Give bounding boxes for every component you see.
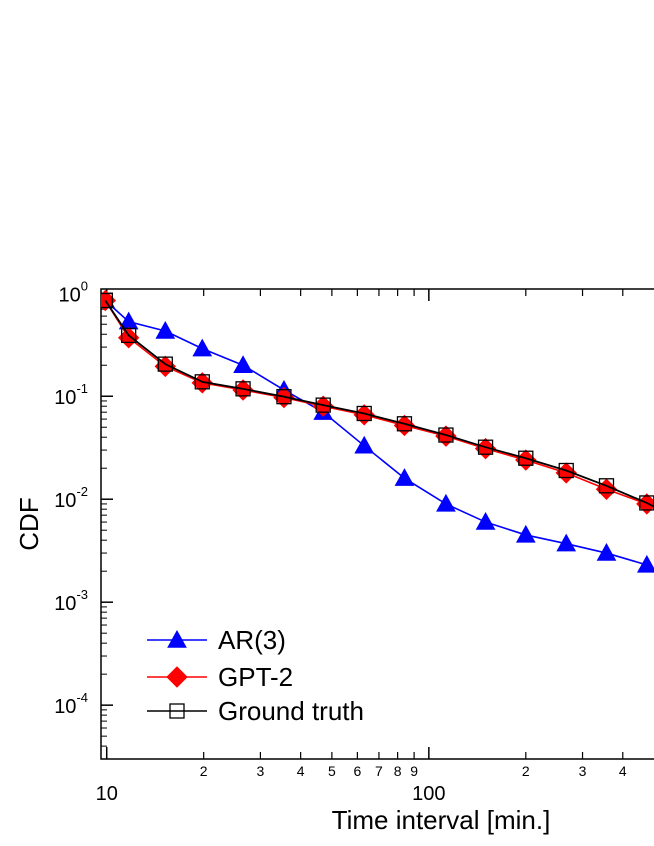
x-minor-tick-label: 6	[353, 763, 361, 779]
y-tick-exponent: -4	[76, 690, 88, 705]
series-line	[104, 299, 654, 571]
x-minor-tick-label: 2	[522, 763, 530, 779]
data-point	[354, 435, 375, 454]
y-tick-label: 10-1	[54, 381, 88, 409]
data-point	[194, 374, 210, 390]
data-point	[475, 512, 496, 530]
x-minor-tick-label: 9	[410, 763, 418, 779]
x-minor-tick-label: 3	[579, 763, 587, 779]
x-minor-tick-label: 2	[200, 763, 208, 779]
data-point	[396, 416, 413, 432]
data-point	[598, 478, 615, 494]
series-ground-truth	[101, 292, 654, 511]
series-line	[104, 300, 654, 508]
legend-marker	[169, 703, 185, 719]
legend-marker	[166, 666, 188, 688]
y-tick-base: 10	[54, 490, 76, 512]
y-tick-base: 10	[54, 387, 76, 409]
y-tick-base: 10	[54, 593, 76, 615]
x-minor-tick-label: 7	[375, 763, 383, 779]
x-minor-tick-label: 4	[619, 763, 627, 779]
x-minor-tick-label: 5	[328, 763, 336, 779]
legend-label: GPT-2	[218, 662, 293, 692]
data-point	[436, 493, 456, 512]
legend: AR(3) GPT-2 Ground truth	[147, 625, 364, 726]
legend-label: AR(3)	[218, 625, 286, 655]
legend-item: Ground truth	[147, 696, 364, 726]
data-point	[438, 427, 454, 443]
y-axis-title: CDF	[14, 497, 44, 550]
data-point	[558, 462, 574, 479]
data-point	[121, 327, 137, 344]
x-minor-tick-label: 3	[257, 763, 265, 779]
series-line	[104, 300, 654, 510]
data-point	[157, 356, 173, 372]
y-tick-base: 10	[59, 284, 81, 306]
y-tick-label: 100	[59, 278, 88, 306]
data-point	[515, 524, 536, 543]
legend-label: Ground truth	[218, 696, 364, 726]
legend-item: GPT-2	[147, 662, 293, 692]
x-minor-tick-label: 8	[394, 763, 402, 779]
data-point	[315, 397, 331, 413]
y-tick-base: 10	[54, 696, 76, 718]
data-point	[477, 439, 494, 455]
legend-item: AR(3)	[147, 625, 286, 655]
y-tick-exponent: -1	[76, 381, 88, 396]
y-tick-label: 10-3	[54, 587, 88, 615]
series-ar-3-	[101, 290, 654, 573]
y-tick-label: 10-4	[54, 690, 88, 718]
data-point	[356, 405, 372, 422]
data-point	[556, 533, 577, 552]
series-layer	[101, 289, 654, 573]
data-point	[192, 338, 213, 357]
data-point	[101, 292, 113, 309]
data-point	[596, 543, 617, 561]
x-tick-label: 100	[412, 783, 445, 805]
data-point	[394, 468, 415, 486]
data-point	[235, 381, 251, 397]
y-tick-exponent: 0	[81, 278, 88, 293]
x-axis-title: Time interval [min.]	[332, 805, 551, 835]
y-tick-exponent: -2	[76, 484, 88, 499]
data-point	[518, 450, 534, 466]
data-point	[636, 554, 654, 573]
data-point	[276, 389, 292, 405]
series-gpt-2	[101, 289, 654, 515]
x-tick-label: 10	[96, 783, 118, 805]
y-tick-exponent: -3	[76, 587, 88, 602]
y-tick-label: 10-2	[54, 484, 88, 512]
x-minor-tick-label: 4	[297, 763, 305, 779]
plot-border	[100, 288, 654, 760]
data-point	[155, 320, 176, 339]
legend-marker	[167, 629, 187, 648]
data-point	[233, 355, 253, 373]
plot-frame	[100, 288, 654, 760]
